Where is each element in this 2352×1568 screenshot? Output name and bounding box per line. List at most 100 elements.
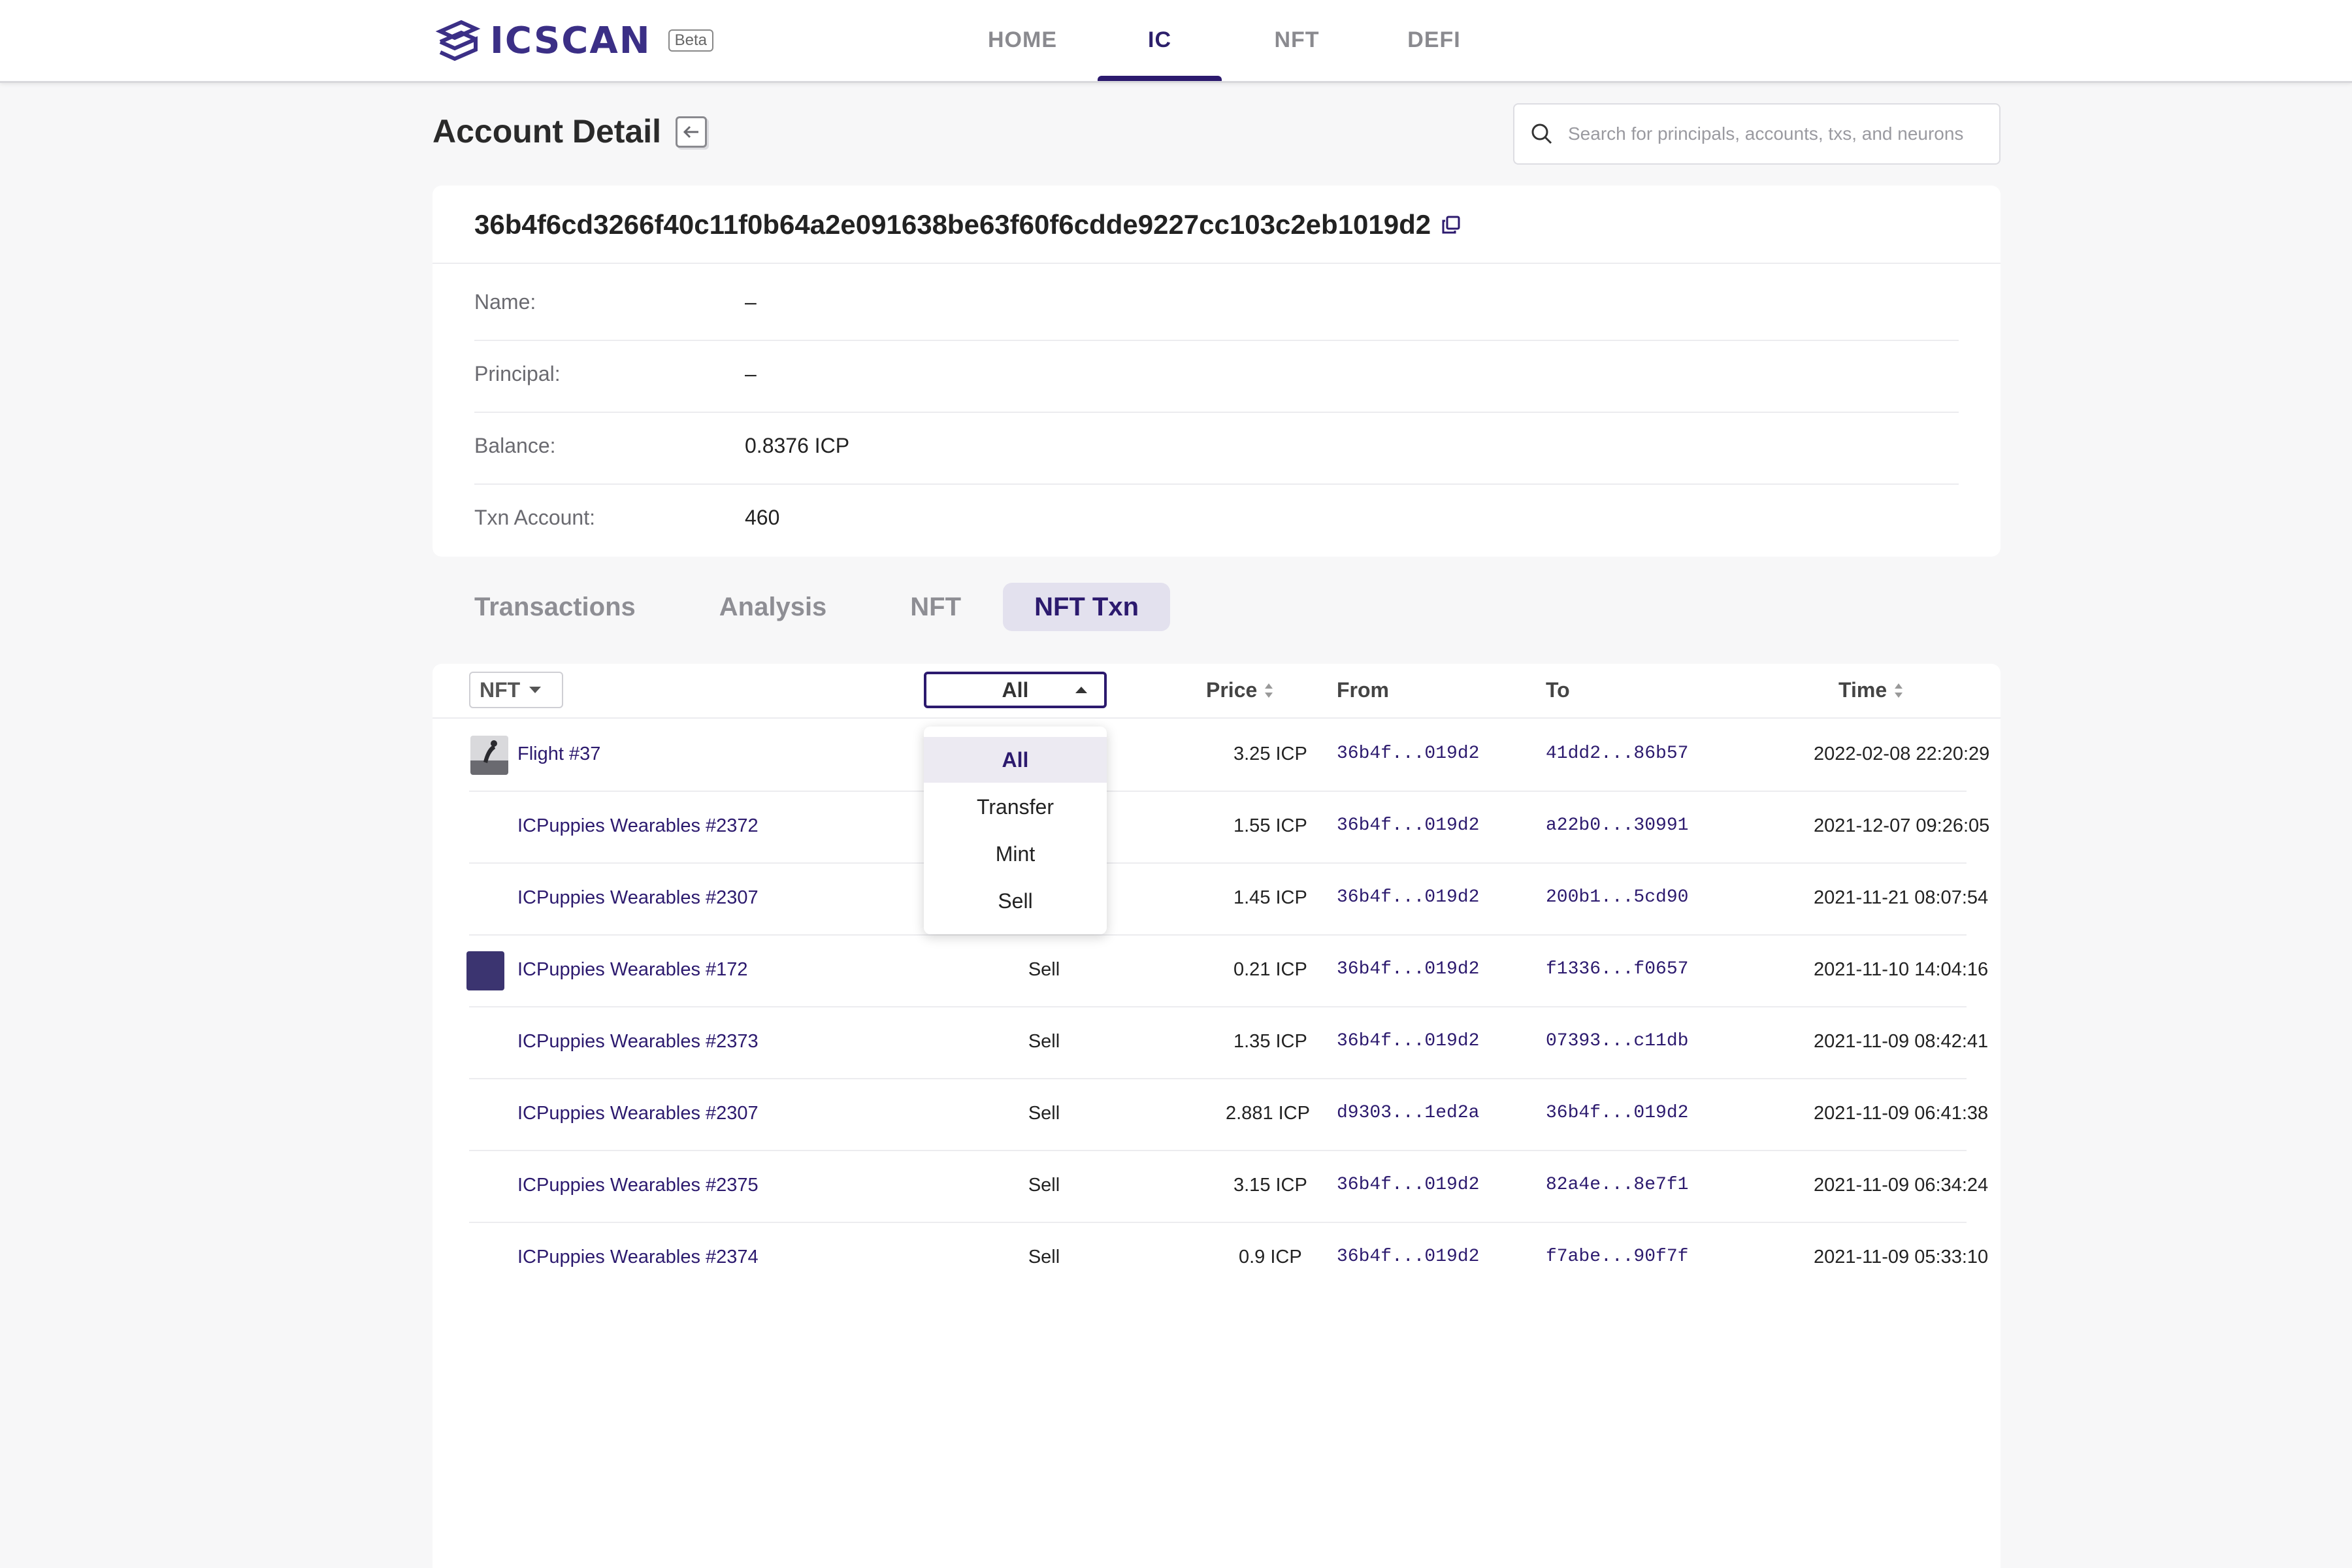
to-account-link[interactable]: 41dd2...86b57 bbox=[1546, 743, 1689, 764]
dropdown-option-all[interactable]: All bbox=[924, 737, 1107, 783]
column-from-label: From bbox=[1337, 678, 1389, 702]
nft-name-link[interactable]: ICPuppies Wearables #2375 bbox=[517, 1175, 759, 1196]
txn-price: 3.15 ICP bbox=[1233, 1175, 1307, 1196]
to-account-link[interactable]: 200b1...5cd90 bbox=[1546, 887, 1689, 907]
info-label: Balance: bbox=[474, 434, 556, 457]
info-row-principal: Principal: – bbox=[474, 340, 1959, 413]
txn-price: 2.881 ICP bbox=[1226, 1103, 1310, 1124]
to-account-link[interactable]: 82a4e...8e7f1 bbox=[1546, 1175, 1689, 1195]
table-row: ICPuppies Wearables #2307 1.45 ICP 36b4f… bbox=[469, 862, 1988, 936]
nft-name-link[interactable]: ICPuppies Wearables #2307 bbox=[517, 1103, 759, 1124]
tab-transactions[interactable]: Transactions bbox=[474, 593, 636, 621]
nft-txn-table: NFT All Price From To Time bbox=[433, 664, 2001, 1568]
search-bar[interactable] bbox=[1513, 103, 2001, 165]
nav-ic[interactable]: IC bbox=[1091, 0, 1228, 81]
txn-price: 1.45 ICP bbox=[1233, 887, 1307, 908]
nft-name-link[interactable]: ICPuppies Wearables #2307 bbox=[517, 887, 759, 908]
to-account-link[interactable]: 07393...c11db bbox=[1546, 1031, 1689, 1051]
tab-analysis[interactable]: Analysis bbox=[719, 593, 827, 621]
chevron-down-icon bbox=[529, 687, 542, 693]
account-id: 36b4f6cd3266f40c11f0b64a2e091638be63f60f… bbox=[474, 209, 1431, 240]
nft-thumbnail[interactable] bbox=[466, 951, 504, 990]
from-account-link[interactable]: 36b4f...019d2 bbox=[1337, 743, 1480, 764]
from-account-link[interactable]: 36b4f...019d2 bbox=[1337, 887, 1480, 907]
nav-nft[interactable]: NFT bbox=[1274, 27, 1320, 52]
info-value: – bbox=[745, 290, 757, 314]
logo-text: ICSCAN bbox=[490, 19, 651, 62]
to-account-link[interactable]: f1336...f0657 bbox=[1546, 959, 1689, 979]
nft-name-link[interactable]: Flight #37 bbox=[517, 743, 601, 764]
txn-type: Sell bbox=[1028, 1247, 1060, 1267]
column-price-label: Price bbox=[1206, 678, 1258, 702]
txn-time: 2021-11-09 06:41:38 bbox=[1814, 1103, 1989, 1124]
nft-thumbnail[interactable] bbox=[470, 736, 508, 775]
type-filter-select[interactable]: All bbox=[924, 672, 1107, 708]
table-row: ICPuppies Wearables #2372 1.55 ICP 36b4f… bbox=[469, 791, 1989, 864]
sort-icon bbox=[1895, 683, 1903, 698]
account-card: 36b4f6cd3266f40c11f0b64a2e091638be63f60f… bbox=[433, 186, 2001, 557]
table-row: ICPuppies Wearables #2375 Sell 3.15 ICP … bbox=[469, 1150, 1988, 1223]
info-value: 0.8376 ICP bbox=[745, 434, 850, 457]
logo-mark-icon bbox=[435, 20, 481, 61]
page-title: Account Detail bbox=[433, 113, 662, 150]
main-nav: HOME IC NFT DEFI bbox=[954, 0, 1503, 81]
dropdown-option-transfer[interactable]: Transfer bbox=[977, 795, 1054, 819]
column-time-label: Time bbox=[1838, 678, 1887, 702]
arrow-left-icon bbox=[683, 125, 698, 139]
from-account-link[interactable]: 36b4f...019d2 bbox=[1337, 1031, 1480, 1051]
dropdown-option-sell[interactable]: Sell bbox=[998, 889, 1033, 913]
txn-time: 2021-11-09 06:34:24 bbox=[1814, 1175, 1989, 1196]
column-price[interactable]: Price bbox=[1206, 678, 1274, 702]
column-from: From bbox=[1337, 678, 1389, 702]
to-account-link[interactable]: a22b0...30991 bbox=[1546, 815, 1689, 836]
type-filter-dropdown: All Transfer Mint Sell bbox=[924, 727, 1107, 934]
logo[interactable]: ICSCAN Beta bbox=[435, 18, 713, 63]
column-time[interactable]: Time bbox=[1838, 678, 1904, 702]
txn-price: 0.21 ICP bbox=[1233, 959, 1307, 980]
nft-name-link[interactable]: ICPuppies Wearables #2373 bbox=[517, 1031, 759, 1052]
from-account-link[interactable]: d9303...1ed2a bbox=[1337, 1103, 1480, 1123]
detail-tabs: Transactions Analysis NFT NFT Txn bbox=[433, 583, 1171, 631]
table-row: Flight #37 3.25 ICP 36b4f...019d2 41dd2.… bbox=[469, 719, 1989, 792]
from-account-link[interactable]: 36b4f...019d2 bbox=[1337, 815, 1480, 836]
nft-filter-select[interactable]: NFT bbox=[469, 672, 563, 708]
account-id-row: 36b4f6cd3266f40c11f0b64a2e091638be63f60f… bbox=[474, 209, 1461, 240]
dropdown-option-mint[interactable]: Mint bbox=[995, 842, 1036, 866]
txn-type: Sell bbox=[1028, 1031, 1060, 1052]
table-row: ICPuppies Wearables #2307 Sell 2.881 ICP… bbox=[469, 1078, 1988, 1151]
type-filter-label: All bbox=[1002, 678, 1029, 702]
search-input[interactable] bbox=[1567, 123, 1987, 145]
search-icon bbox=[1531, 123, 1552, 144]
to-account-link[interactable]: 36b4f...019d2 bbox=[1546, 1103, 1689, 1123]
nav-defi[interactable]: DEFI bbox=[1407, 27, 1461, 52]
beta-badge: Beta bbox=[668, 29, 713, 52]
from-account-link[interactable]: 36b4f...019d2 bbox=[1337, 1175, 1480, 1195]
nft-filter-label: NFT bbox=[480, 678, 521, 702]
txn-type: Sell bbox=[1028, 1103, 1060, 1124]
info-label: Principal: bbox=[474, 362, 561, 385]
info-value: – bbox=[745, 362, 757, 385]
info-row-balance: Balance: 0.8376 ICP bbox=[474, 412, 1959, 485]
nft-name-link[interactable]: ICPuppies Wearables #172 bbox=[517, 959, 748, 980]
to-account-link[interactable]: f7abe...90f7f bbox=[1546, 1247, 1689, 1267]
back-button[interactable] bbox=[676, 116, 707, 148]
nft-name-link[interactable]: ICPuppies Wearables #2372 bbox=[517, 815, 759, 836]
txn-price: 3.25 ICP bbox=[1233, 743, 1307, 764]
tab-nft-txn[interactable]: NFT Txn bbox=[1003, 583, 1171, 631]
sort-icon bbox=[1265, 683, 1273, 698]
column-to: To bbox=[1546, 678, 1570, 702]
txn-type: Sell bbox=[1028, 959, 1060, 980]
nft-name-link[interactable]: ICPuppies Wearables #2374 bbox=[517, 1247, 759, 1267]
from-account-link[interactable]: 36b4f...019d2 bbox=[1337, 1247, 1480, 1267]
from-account-link[interactable]: 36b4f...019d2 bbox=[1337, 959, 1480, 979]
copy-icon[interactable] bbox=[1441, 215, 1461, 235]
top-navbar: ICSCAN Beta HOME IC NFT DEFI bbox=[0, 0, 2352, 83]
chevron-up-icon bbox=[1075, 687, 1087, 693]
tab-nft[interactable]: NFT bbox=[910, 593, 962, 621]
txn-time: 2021-11-09 08:42:41 bbox=[1814, 1031, 1989, 1052]
txn-price: 1.35 ICP bbox=[1233, 1031, 1307, 1052]
card-divider bbox=[433, 263, 2001, 264]
table-row: ICPuppies Wearables #2373 Sell 1.35 ICP … bbox=[469, 1006, 1988, 1079]
nav-home[interactable]: HOME bbox=[988, 27, 1057, 52]
table-row: ICPuppies Wearables #2374 Sell 0.9 ICP 3… bbox=[469, 1222, 1988, 1294]
